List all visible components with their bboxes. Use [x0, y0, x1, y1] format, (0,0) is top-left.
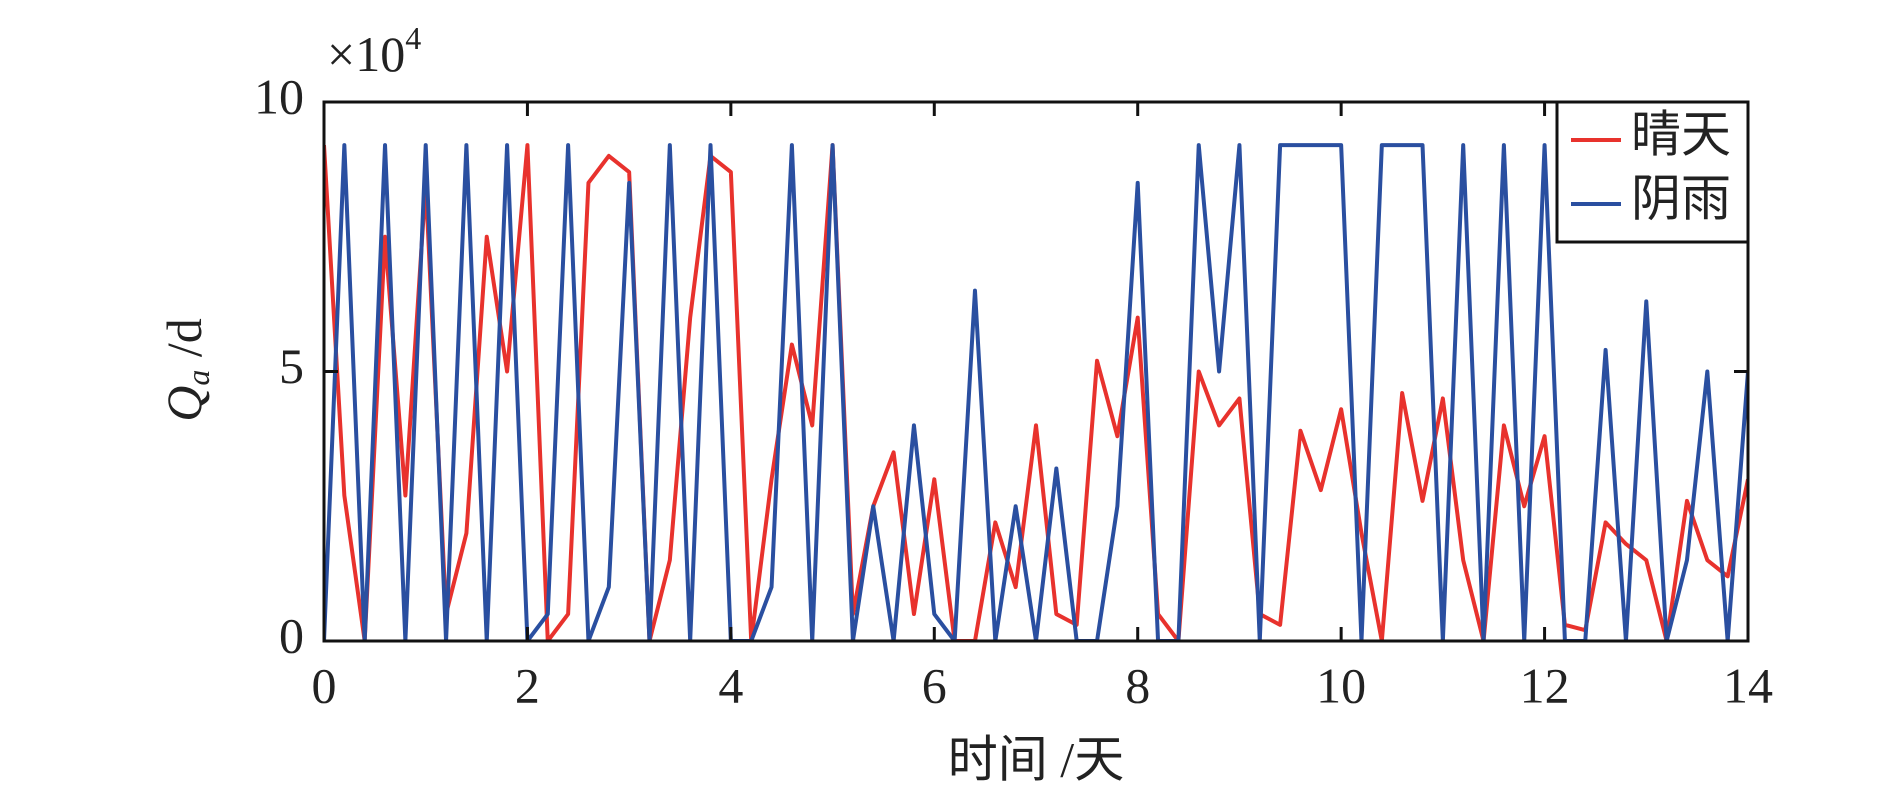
y-label-rest: /d	[156, 318, 212, 369]
x-tick-label: 0	[312, 657, 337, 713]
y-scale-exponent: 4	[405, 20, 421, 56]
x-tick-label: 2	[515, 657, 540, 713]
series-line	[324, 143, 1748, 641]
x-tick-label: 14	[1723, 657, 1773, 713]
y-tick-label: 0	[279, 607, 304, 663]
x-tick-label: 8	[1125, 657, 1150, 713]
x-axis-label: 时间 /天	[948, 731, 1124, 787]
legend-box	[1555, 100, 1750, 244]
y-axis-label-text: Qa /d	[156, 318, 216, 422]
y-tick-label: 5	[279, 338, 304, 394]
x-tick-label: 12	[1520, 657, 1570, 713]
y-label-sub: a	[180, 370, 216, 386]
x-tick-label: 10	[1316, 657, 1366, 713]
x-tick-label: 6	[922, 657, 947, 713]
y-scale: ×104	[327, 20, 421, 82]
legend-label: 晴天	[1631, 106, 1731, 162]
legend-label: 阴雨	[1631, 170, 1731, 226]
y-tick-label: 10	[254, 68, 304, 124]
series-line	[324, 143, 1748, 641]
y-label-main: Q	[156, 386, 212, 422]
x-tick-label: 4	[718, 657, 743, 713]
y-axis-label: Qa /d	[156, 318, 216, 422]
y-scale-base: ×10	[327, 26, 405, 82]
